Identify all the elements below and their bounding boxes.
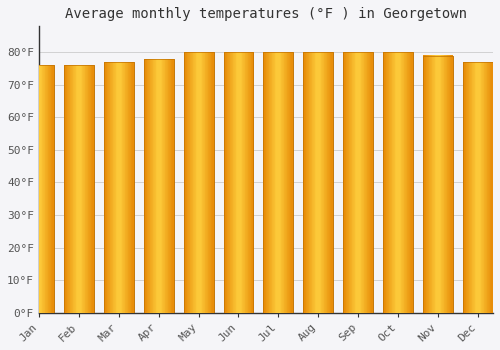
- Bar: [463, 62, 493, 313]
- Bar: [383, 52, 413, 313]
- Bar: [304, 52, 334, 313]
- Bar: [224, 52, 254, 313]
- Bar: [463, 62, 493, 313]
- Bar: [344, 52, 374, 313]
- Bar: [184, 52, 214, 313]
- Bar: [64, 65, 94, 313]
- Bar: [224, 52, 254, 313]
- Bar: [383, 52, 413, 313]
- Title: Average monthly temperatures (°F ) in Georgetown: Average monthly temperatures (°F ) in Ge…: [65, 7, 467, 21]
- Bar: [344, 52, 374, 313]
- Bar: [423, 56, 453, 313]
- Bar: [264, 52, 294, 313]
- Bar: [64, 65, 94, 313]
- Bar: [24, 65, 54, 313]
- Bar: [104, 62, 134, 313]
- Bar: [184, 52, 214, 313]
- Bar: [24, 65, 54, 313]
- Bar: [144, 59, 174, 313]
- Bar: [264, 52, 294, 313]
- Bar: [423, 56, 453, 313]
- Bar: [104, 62, 134, 313]
- Bar: [144, 59, 174, 313]
- Bar: [304, 52, 334, 313]
